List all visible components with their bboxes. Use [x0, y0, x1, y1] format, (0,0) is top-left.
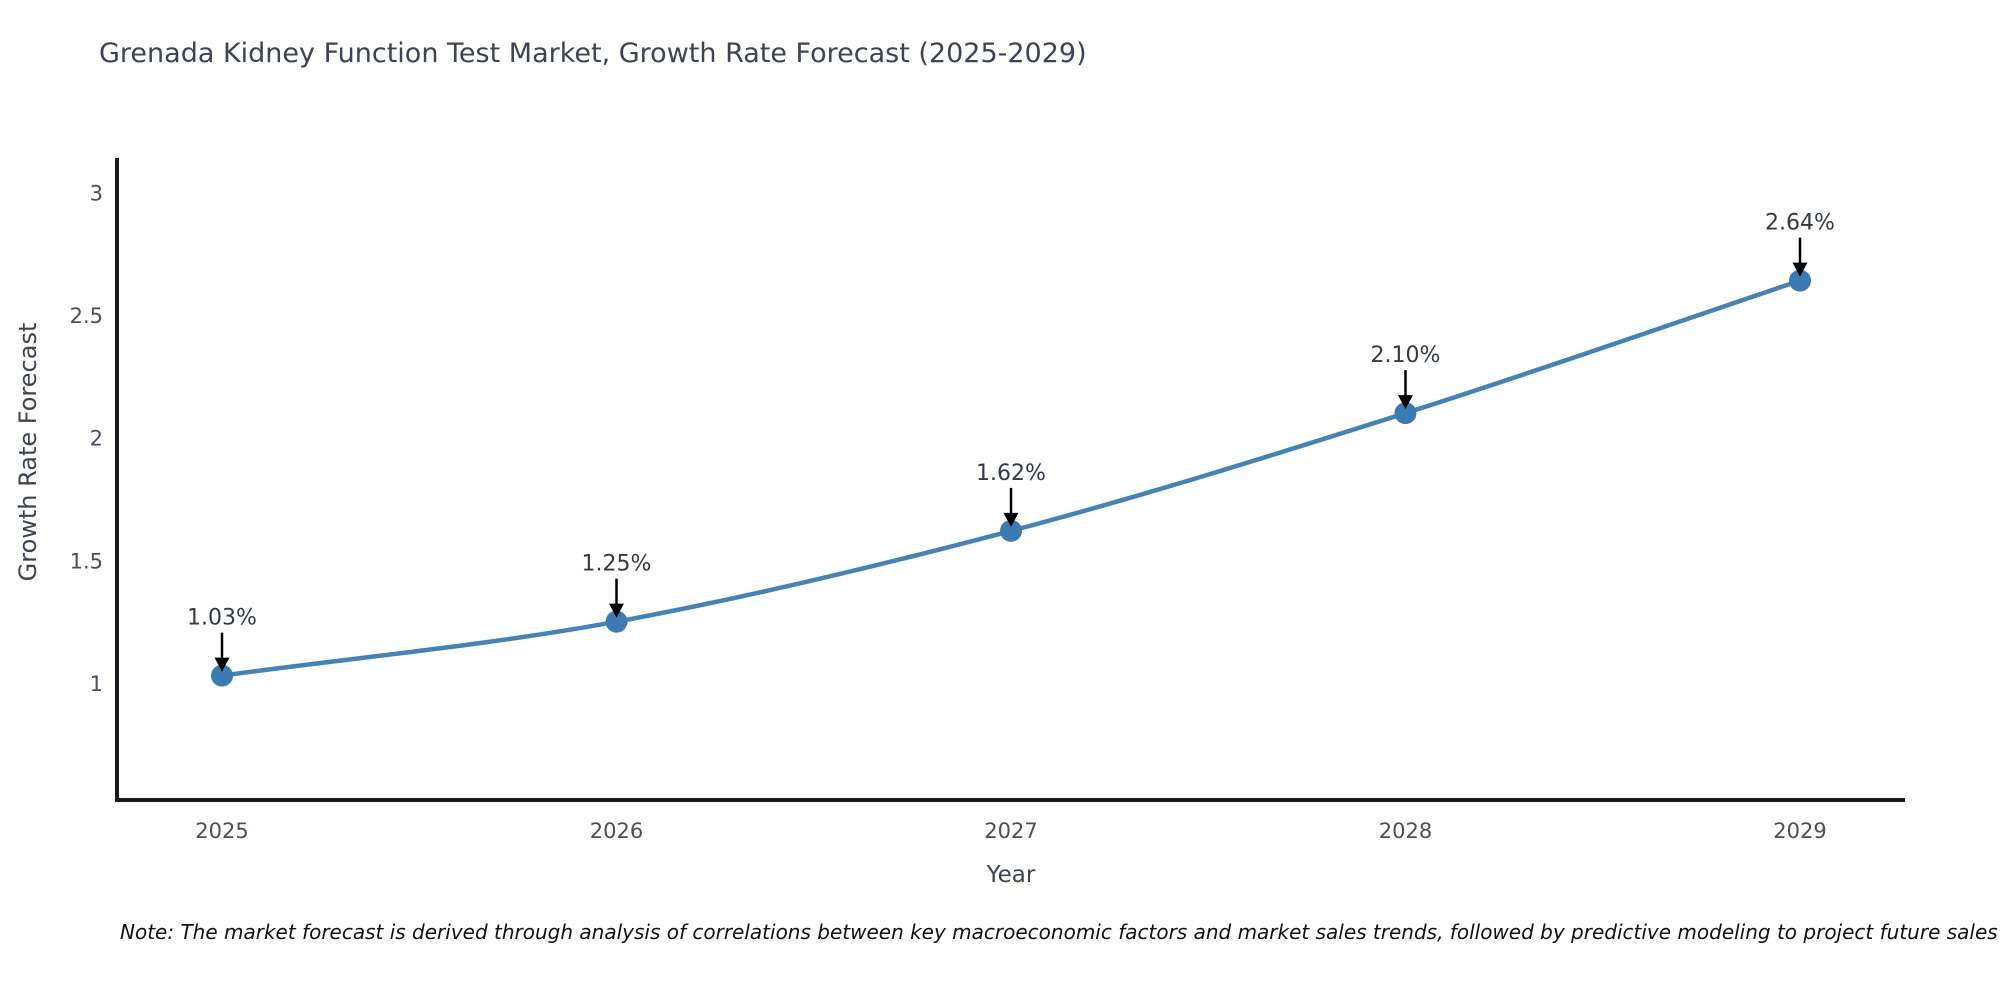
y-tick-label: 1 — [90, 672, 103, 696]
y-tick-label: 3 — [90, 181, 103, 205]
annotation-arrowhead — [1398, 395, 1413, 410]
annotation-label: 2.10% — [1371, 343, 1441, 368]
point-marker[interactable] — [1789, 269, 1811, 292]
y-tick-label: 1.5 — [70, 549, 103, 573]
point-marker[interactable] — [1394, 402, 1417, 425]
point-marker[interactable] — [605, 610, 628, 633]
annotation-arrowhead — [1792, 262, 1808, 277]
annotation-label: 1.62% — [976, 461, 1046, 486]
point-marker[interactable] — [211, 664, 233, 687]
annotation-label: 2.64% — [1765, 211, 1835, 236]
x-tick-label: 2028 — [1379, 819, 1432, 843]
plot-area: 1 1.5 2 2.5 3 2025 2026 2027 2028 2029 1.03% 1.25% 1… — [70, 158, 1905, 843]
x-tick-label: 2025 — [195, 819, 248, 843]
y-tick-label: 2 — [90, 427, 103, 451]
axis-line — [115, 158, 1905, 802]
annotation-arrowhead — [1003, 512, 1019, 527]
annotation-arrowhead — [214, 657, 230, 672]
point-marker[interactable] — [1000, 519, 1022, 542]
y-tick-label: 2.5 — [70, 304, 103, 328]
annotation-arrowhead — [609, 603, 624, 618]
x-axis-title: Year — [986, 862, 1036, 888]
footnote: Note: The market forecast is derived thr… — [120, 920, 1998, 944]
x-tick-label: 2027 — [984, 819, 1037, 843]
annotation-label: 1.25% — [582, 552, 652, 577]
x-tick-label: 2026 — [590, 819, 643, 843]
chart-title: Grenada Kidney Function Test Market, Gro… — [99, 38, 1087, 69]
x-tick-label: 2029 — [1773, 819, 1826, 843]
annotation-label: 1.03% — [187, 606, 257, 631]
